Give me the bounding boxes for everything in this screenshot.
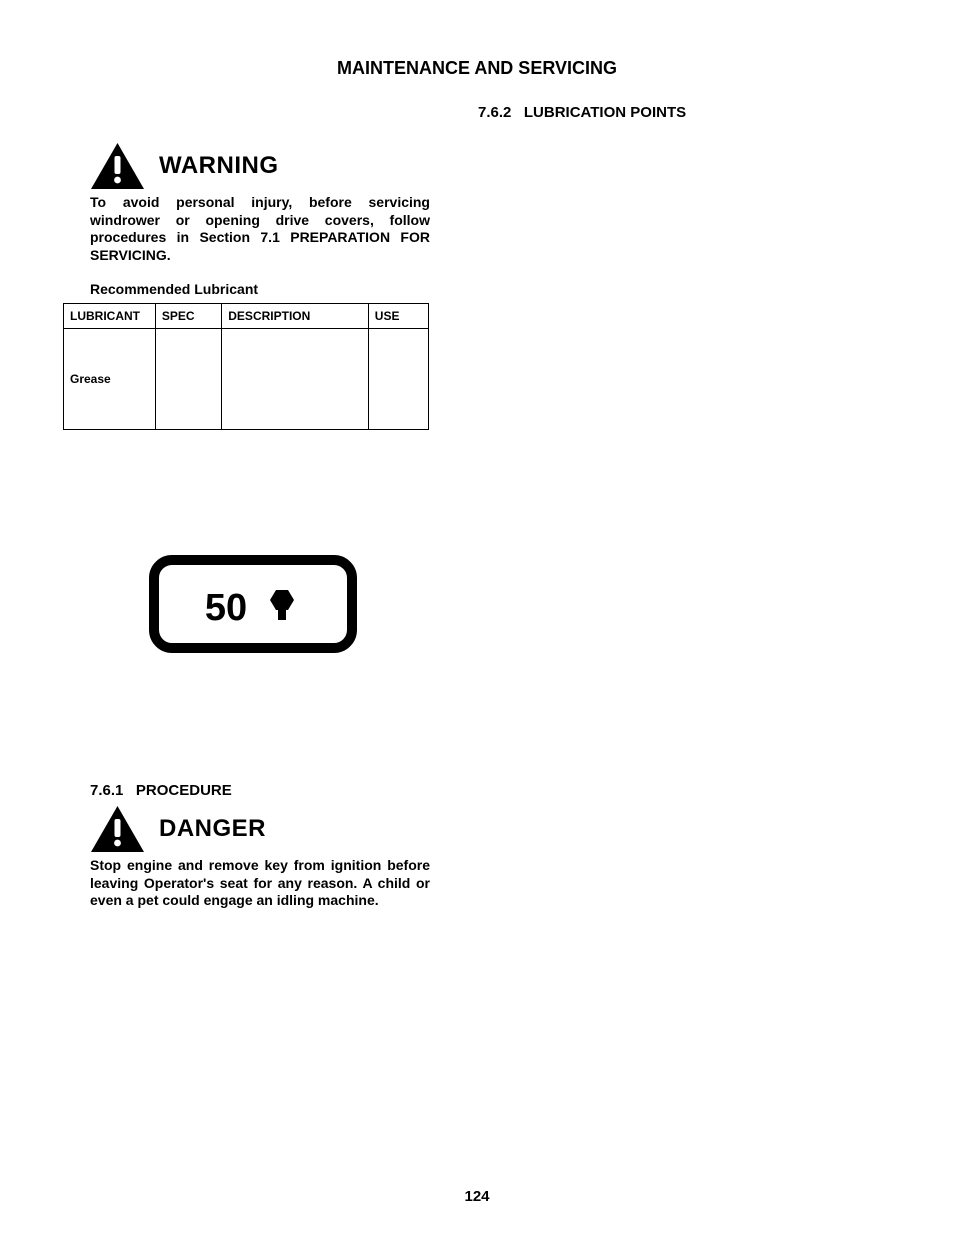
col-header-use: USE bbox=[368, 304, 428, 329]
warning-label: WARNING bbox=[159, 152, 279, 180]
warning-triangle-icon bbox=[90, 142, 145, 190]
warning-text: To avoid personal injury, before servici… bbox=[90, 194, 430, 264]
col-header-spec: SPEC bbox=[155, 304, 221, 329]
danger-label: DANGER bbox=[159, 815, 266, 843]
section-title: PROCEDURE bbox=[136, 782, 232, 799]
recommended-lubricant-label: Recommended Lubricant bbox=[90, 281, 258, 297]
interval-decal: 50 bbox=[148, 554, 358, 654]
cell-description bbox=[222, 329, 369, 430]
section-number: 7.6.2 bbox=[478, 104, 511, 121]
section-title: LUBRICATION POINTS bbox=[524, 104, 686, 121]
section-heading-761: 7.6.1 PROCEDURE bbox=[90, 782, 232, 799]
table-row: Grease bbox=[64, 329, 429, 430]
danger-text: Stop engine and remove key from ignition… bbox=[90, 857, 430, 910]
section-heading-762: 7.6.2 LUBRICATION POINTS bbox=[478, 104, 686, 121]
cell-spec bbox=[155, 329, 221, 430]
danger-triangle-icon bbox=[90, 805, 145, 853]
warning-header-row: WARNING bbox=[90, 142, 430, 190]
lubricant-table: LUBRICANT SPEC DESCRIPTION USE Grease bbox=[63, 303, 429, 430]
page-number: 124 bbox=[0, 1188, 954, 1205]
table-header-row: LUBRICANT SPEC DESCRIPTION USE bbox=[64, 304, 429, 329]
col-header-lubricant: LUBRICANT bbox=[64, 304, 156, 329]
warning-block: WARNING To avoid personal injury, before… bbox=[90, 142, 430, 264]
danger-block: DANGER Stop engine and remove key from i… bbox=[90, 805, 430, 910]
page-title: MAINTENANCE AND SERVICING bbox=[0, 58, 954, 79]
cell-lubricant: Grease bbox=[64, 329, 156, 430]
decal-value: 50 bbox=[205, 587, 247, 629]
cell-use bbox=[368, 329, 428, 430]
section-number: 7.6.1 bbox=[90, 782, 123, 799]
col-header-description: DESCRIPTION bbox=[222, 304, 369, 329]
danger-header-row: DANGER bbox=[90, 805, 430, 853]
